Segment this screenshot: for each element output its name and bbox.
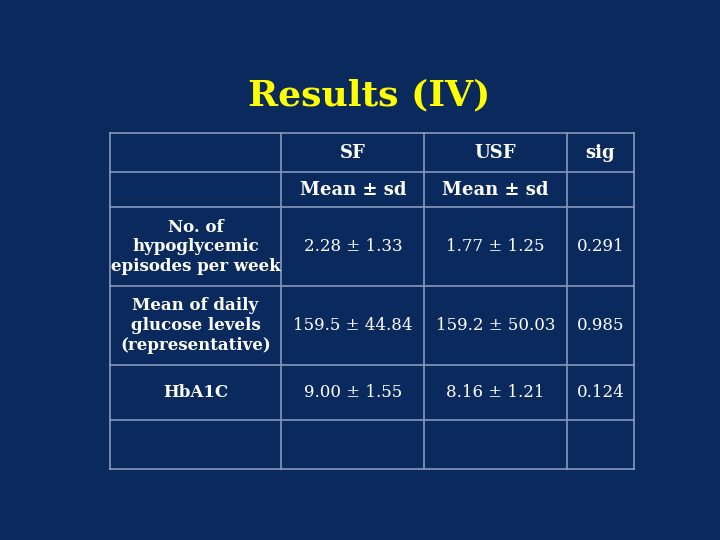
Text: SF: SF <box>340 144 366 161</box>
Text: Mean ± sd: Mean ± sd <box>300 180 406 199</box>
Text: 0.291: 0.291 <box>577 238 624 255</box>
Text: 2.28 ± 1.33: 2.28 ± 1.33 <box>304 238 402 255</box>
Text: HbA1C: HbA1C <box>163 384 228 401</box>
Text: 159.2 ± 50.03: 159.2 ± 50.03 <box>436 317 555 334</box>
Text: 159.5 ± 44.84: 159.5 ± 44.84 <box>293 317 413 334</box>
Text: 8.16 ± 1.21: 8.16 ± 1.21 <box>446 384 545 401</box>
Text: USF: USF <box>474 144 516 161</box>
Text: 0.985: 0.985 <box>577 317 624 334</box>
Text: 1.77 ± 1.25: 1.77 ± 1.25 <box>446 238 545 255</box>
Text: Mean ± sd: Mean ± sd <box>442 180 549 199</box>
Text: sig: sig <box>586 144 616 161</box>
Text: Results (IV): Results (IV) <box>248 78 490 112</box>
Text: No. of
hypoglycemic
episodes per week: No. of hypoglycemic episodes per week <box>111 219 280 275</box>
Text: 9.00 ± 1.55: 9.00 ± 1.55 <box>304 384 402 401</box>
Text: Mean of daily
glucose levels
(representative): Mean of daily glucose levels (representa… <box>120 298 271 354</box>
Text: 0.124: 0.124 <box>577 384 624 401</box>
